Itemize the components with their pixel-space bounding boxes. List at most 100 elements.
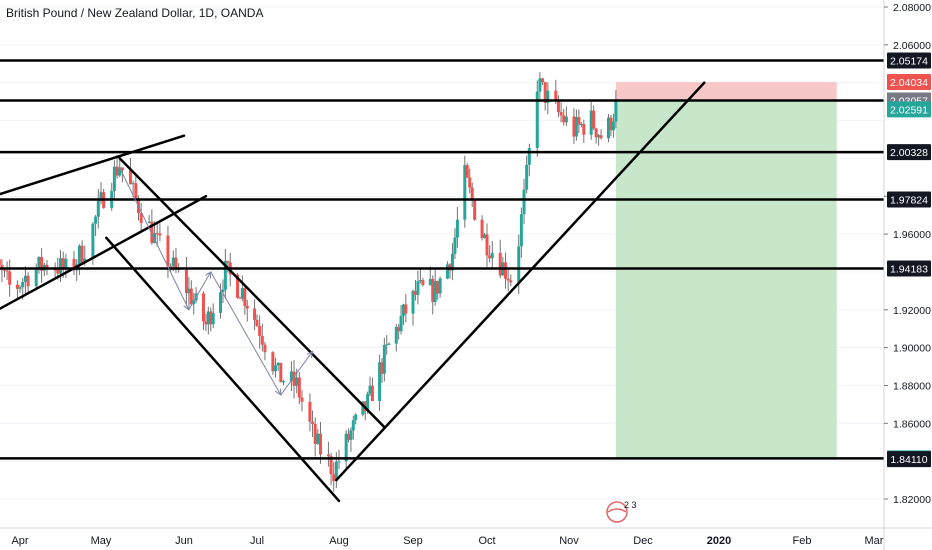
candle-up xyxy=(614,100,618,122)
candle-down xyxy=(609,117,613,131)
candle-down xyxy=(5,270,9,272)
candle-up xyxy=(153,233,157,244)
candle-down xyxy=(473,200,477,220)
candle-up xyxy=(606,117,610,139)
candle-down xyxy=(263,344,267,353)
candle-up xyxy=(517,246,521,283)
candle-down xyxy=(509,280,513,283)
x-tick-label: Dec xyxy=(633,535,653,547)
candle-down xyxy=(115,166,119,176)
plot-area xyxy=(0,6,884,503)
candle-up xyxy=(221,289,225,293)
candle-up xyxy=(525,164,529,190)
candle-down xyxy=(470,187,474,201)
candle-down xyxy=(397,327,401,332)
candle-down xyxy=(0,259,1,266)
candle-up xyxy=(112,166,116,191)
candle-down xyxy=(139,213,143,223)
candle-down xyxy=(226,260,230,263)
candle-up xyxy=(240,288,244,299)
x-tick-label: May xyxy=(91,535,112,547)
candle-up xyxy=(446,264,450,279)
y-tick-label: 2.08000 xyxy=(893,2,931,14)
candle-down xyxy=(465,165,469,178)
candle-down xyxy=(300,397,304,402)
price-label: 1.84110 xyxy=(890,454,927,466)
candle-up xyxy=(579,124,583,126)
candle-up xyxy=(490,252,494,259)
candle-up xyxy=(344,433,348,462)
projection-arrow xyxy=(280,351,313,396)
candle-down xyxy=(189,288,193,305)
candle-up xyxy=(450,253,454,271)
logo-swoosh xyxy=(607,508,627,513)
price-label-badge xyxy=(887,144,931,161)
candle-up xyxy=(378,362,382,402)
candle-up xyxy=(433,281,437,303)
candle-up xyxy=(394,327,398,344)
candle-up xyxy=(351,420,355,431)
candle-up xyxy=(23,275,27,282)
candle-down xyxy=(253,308,257,320)
candle-down xyxy=(72,258,76,271)
candle-up xyxy=(368,385,372,394)
candle-down xyxy=(313,423,317,444)
y-tick-label: 1.92000 xyxy=(893,305,931,317)
candle-down xyxy=(436,281,440,294)
candle-down xyxy=(238,297,242,299)
x-tick-label: Feb xyxy=(793,535,812,547)
x-tick-label: Jul xyxy=(250,535,264,547)
candle-up xyxy=(219,292,222,313)
candle-down xyxy=(150,221,154,244)
candle-down xyxy=(480,219,484,238)
candle-down xyxy=(155,233,159,235)
candle-up xyxy=(453,237,457,254)
candle-down xyxy=(236,274,240,298)
candle-up xyxy=(118,167,122,176)
candle-up xyxy=(385,344,389,346)
projection-arrow xyxy=(119,167,189,310)
candle-down xyxy=(326,454,330,457)
candle-down xyxy=(279,362,283,383)
price-label-badge xyxy=(887,191,931,208)
trendline xyxy=(335,81,706,482)
y-tick-label: 1.88000 xyxy=(893,380,931,392)
logo-circle xyxy=(606,501,628,523)
candle-up xyxy=(354,414,358,421)
candle-down xyxy=(380,362,384,374)
candle-up xyxy=(64,258,68,269)
candle-up xyxy=(574,117,578,137)
candle-up xyxy=(21,281,25,288)
candle-down xyxy=(184,270,188,294)
projection-arrow xyxy=(188,272,211,311)
candle-down xyxy=(562,115,566,123)
price-label: 1.94183 xyxy=(890,263,928,275)
candle-down xyxy=(468,177,472,188)
candle-up xyxy=(77,245,81,265)
candle-down xyxy=(3,269,7,271)
candle-down xyxy=(543,82,547,103)
candle-down xyxy=(128,170,132,185)
candle-up xyxy=(564,116,568,123)
candle-up xyxy=(18,287,22,289)
candle-down xyxy=(201,293,205,322)
candle-down xyxy=(45,264,49,270)
candle-up xyxy=(223,260,227,290)
price-label: 2.00328 xyxy=(890,147,928,159)
candle-down xyxy=(271,352,275,372)
candle-down xyxy=(559,112,563,116)
x-tick-label: Oct xyxy=(478,535,495,547)
candle-down xyxy=(554,90,558,102)
candle-up xyxy=(589,110,593,135)
candle-up xyxy=(211,312,215,325)
candle-down xyxy=(260,335,264,345)
price-label: 2.05174 xyxy=(890,55,928,67)
candle-down xyxy=(506,278,510,281)
candle-down xyxy=(431,278,435,303)
candle-up xyxy=(316,433,320,444)
candle-down xyxy=(166,235,170,267)
candle-down xyxy=(592,110,596,129)
candle-down xyxy=(485,234,489,256)
price-label-badge xyxy=(887,101,931,118)
